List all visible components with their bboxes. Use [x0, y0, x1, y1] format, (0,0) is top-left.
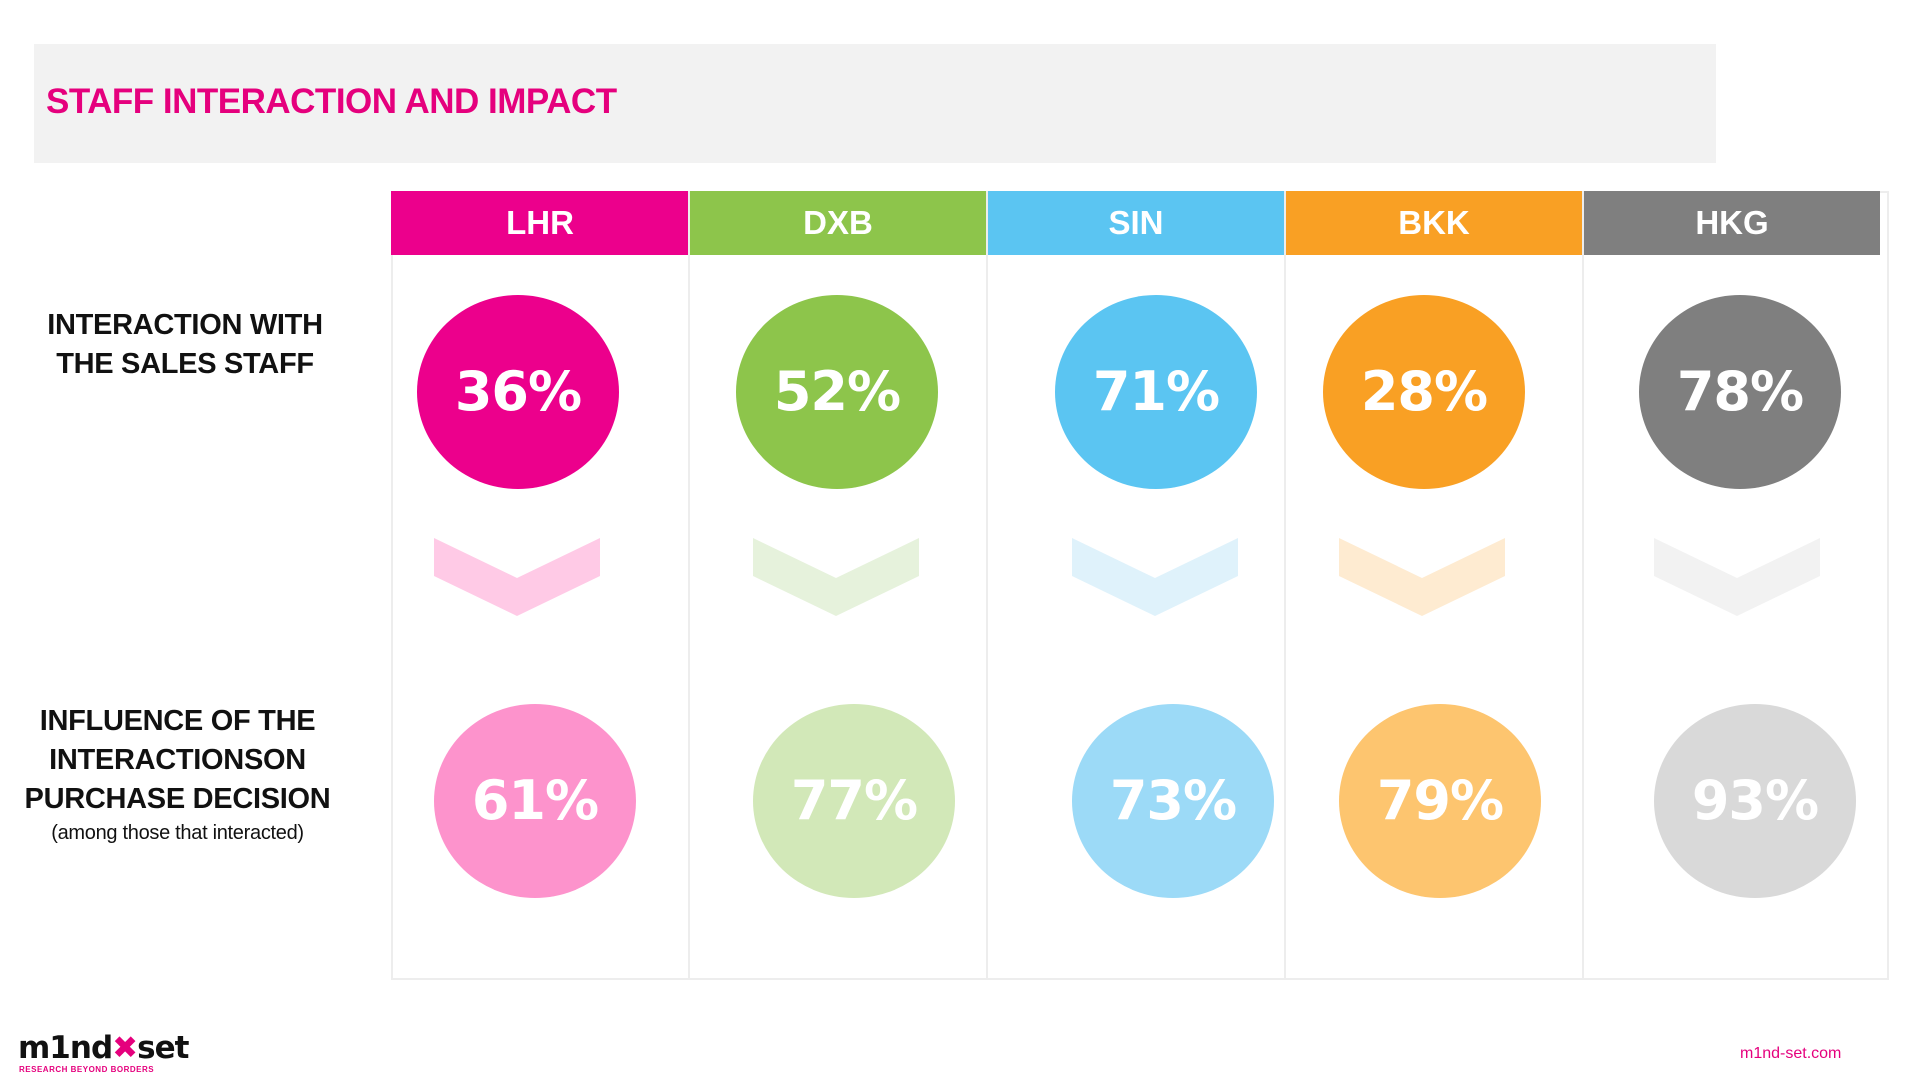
row-label-influence-line-2: INTERACTIONSON: [49, 744, 306, 776]
down-chevron-icon: [1654, 538, 1820, 616]
title-bar: STAFF INTERACTION AND IMPACT: [34, 44, 1716, 163]
column-header-hkg: HKG: [1584, 191, 1880, 255]
row-label-influence-line-1: INFLUENCE OF THE: [39, 705, 316, 737]
down-chevron-icon: [1339, 538, 1505, 616]
column-dxb: DXB 52% 77%: [688, 191, 986, 980]
column-header-bkk: BKK: [1286, 191, 1582, 255]
row-label-interaction-line-2: THE SALES STAFF: [56, 348, 314, 380]
interaction-value-bkk: 28%: [1323, 295, 1525, 489]
logo-wordmark: m1nd✖set: [18, 1030, 189, 1066]
column-header-lhr: LHR: [391, 191, 689, 255]
down-chevron-icon: [434, 538, 600, 616]
down-chevron-icon: [1072, 538, 1238, 616]
row-label-influence-note: (among those that interacted): [51, 822, 304, 844]
logo-x-mark: ✖: [112, 1030, 138, 1066]
influence-value-bkk: 79%: [1339, 704, 1541, 898]
influence-value-lhr: 61%: [434, 704, 636, 898]
row-label-influence: INFLUENCE OF THE INTERACTIONSON PURCHASE…: [0, 702, 355, 847]
page-title: STAFF INTERACTION AND IMPACT: [46, 82, 617, 121]
row-label-interaction-line-1: INTERACTION WITH: [47, 309, 323, 341]
logo-text-b: set: [137, 1030, 189, 1066]
influence-value-hkg: 93%: [1654, 704, 1856, 898]
row-label-interaction: INTERACTION WITH THE SALES STAFF: [20, 306, 350, 384]
column-bkk: BKK 28% 79%: [1284, 191, 1582, 980]
column-hkg: HKG 78% 93%: [1582, 191, 1880, 980]
mindset-logo: m1nd✖set RESEARCH BEYOND BORDERS: [18, 1030, 189, 1078]
column-header-sin: SIN: [988, 191, 1284, 255]
down-chevron-icon: [753, 538, 919, 616]
website-link[interactable]: m1nd-set.com: [1740, 1045, 1842, 1062]
row-label-influence-line-3: PURCHASE DECISION: [24, 783, 331, 815]
interaction-value-lhr: 36%: [417, 295, 619, 489]
column-sin: SIN 71% 73%: [986, 191, 1284, 980]
interaction-value-hkg: 78%: [1639, 295, 1841, 489]
logo-tagline: RESEARCH BEYOND BORDERS: [19, 1065, 155, 1074]
column-header-dxb: DXB: [690, 191, 986, 255]
column-lhr: LHR 36% 61%: [391, 191, 689, 980]
interaction-value-dxb: 52%: [736, 295, 938, 489]
influence-value-dxb: 77%: [753, 704, 955, 898]
logo-text-a: m1nd: [18, 1030, 113, 1066]
influence-value-sin: 73%: [1072, 704, 1274, 898]
interaction-value-sin: 71%: [1055, 295, 1257, 489]
